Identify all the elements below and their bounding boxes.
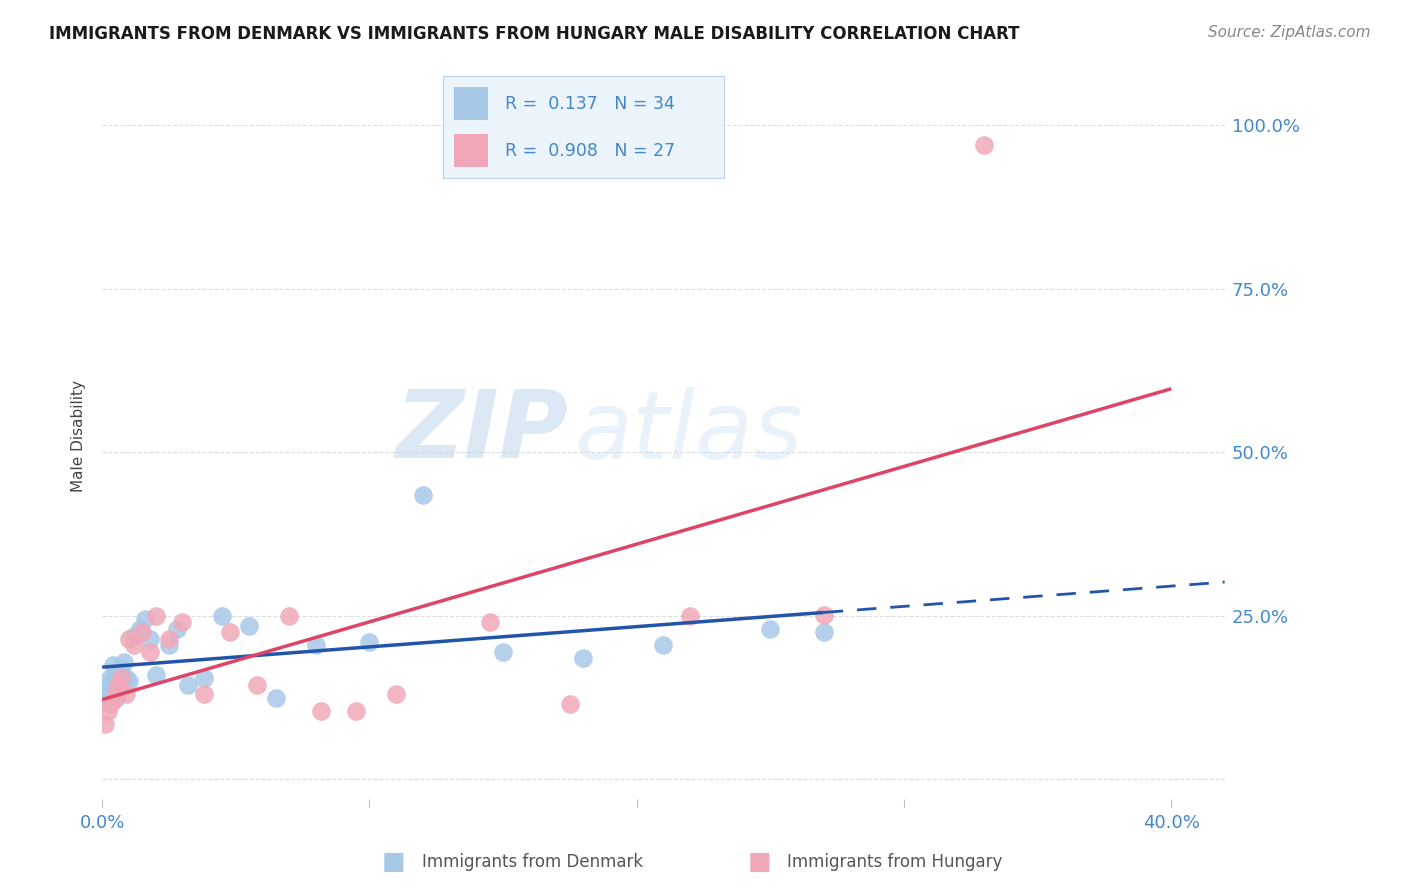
Point	[128, 622, 150, 636]
Point	[94, 688, 117, 702]
Point	[101, 681, 124, 695]
Point	[172, 615, 194, 630]
Point	[679, 609, 702, 624]
Point	[305, 639, 328, 653]
Point	[139, 645, 162, 659]
Point	[166, 622, 188, 636]
FancyBboxPatch shape	[454, 87, 488, 120]
Point	[385, 688, 408, 702]
Point	[652, 639, 675, 653]
Point	[219, 625, 242, 640]
Point	[104, 690, 127, 705]
Point	[131, 625, 153, 640]
Point	[492, 645, 515, 659]
Point	[145, 609, 167, 624]
Point	[193, 688, 215, 702]
Point	[124, 639, 146, 653]
Point	[238, 619, 260, 633]
Text: R =  0.908   N = 27: R = 0.908 N = 27	[505, 142, 675, 160]
Point	[157, 632, 180, 646]
Text: atlas: atlas	[574, 387, 801, 478]
Point	[115, 671, 138, 685]
Text: R =  0.137   N = 34: R = 0.137 N = 34	[505, 95, 675, 112]
Point	[264, 690, 287, 705]
Text: ■: ■	[382, 850, 405, 873]
Point	[98, 698, 121, 712]
Text: ZIP: ZIP	[395, 386, 568, 478]
Point	[412, 488, 434, 502]
Point	[115, 688, 138, 702]
Point	[118, 674, 141, 689]
Point	[101, 694, 124, 708]
Text: Immigrants from Denmark: Immigrants from Denmark	[422, 853, 643, 871]
Text: IMMIGRANTS FROM DENMARK VS IMMIGRANTS FROM HUNGARY MALE DISABILITY CORRELATION C: IMMIGRANTS FROM DENMARK VS IMMIGRANTS FR…	[49, 25, 1019, 43]
FancyBboxPatch shape	[454, 135, 488, 167]
Point	[107, 678, 129, 692]
Point	[759, 622, 782, 636]
Point	[101, 658, 124, 673]
Point	[112, 655, 135, 669]
Point	[211, 609, 233, 624]
Point	[973, 137, 995, 152]
Point	[104, 688, 127, 702]
Point	[813, 625, 835, 640]
Point	[96, 704, 118, 718]
Point	[177, 678, 200, 692]
Point	[104, 668, 127, 682]
Point	[478, 615, 501, 630]
Point	[344, 704, 367, 718]
Point	[94, 717, 117, 731]
Point	[124, 629, 146, 643]
Point	[813, 607, 835, 622]
Point	[118, 632, 141, 646]
Point	[139, 632, 162, 646]
Point	[246, 678, 269, 692]
Point	[193, 671, 215, 685]
Point	[572, 651, 595, 665]
Point	[134, 612, 156, 626]
Y-axis label: Male Disability: Male Disability	[72, 380, 86, 492]
Point	[96, 678, 118, 692]
Point	[98, 688, 121, 702]
Text: Immigrants from Hungary: Immigrants from Hungary	[787, 853, 1002, 871]
Point	[98, 671, 121, 685]
Point	[558, 698, 581, 712]
Text: Source: ZipAtlas.com: Source: ZipAtlas.com	[1208, 25, 1371, 40]
Point	[311, 704, 333, 718]
Point	[107, 671, 129, 685]
Text: ■: ■	[748, 850, 770, 873]
Point	[157, 639, 180, 653]
Point	[96, 694, 118, 708]
Point	[145, 668, 167, 682]
Point	[110, 671, 132, 685]
Point	[359, 635, 381, 649]
Point	[110, 661, 132, 675]
Point	[278, 609, 301, 624]
